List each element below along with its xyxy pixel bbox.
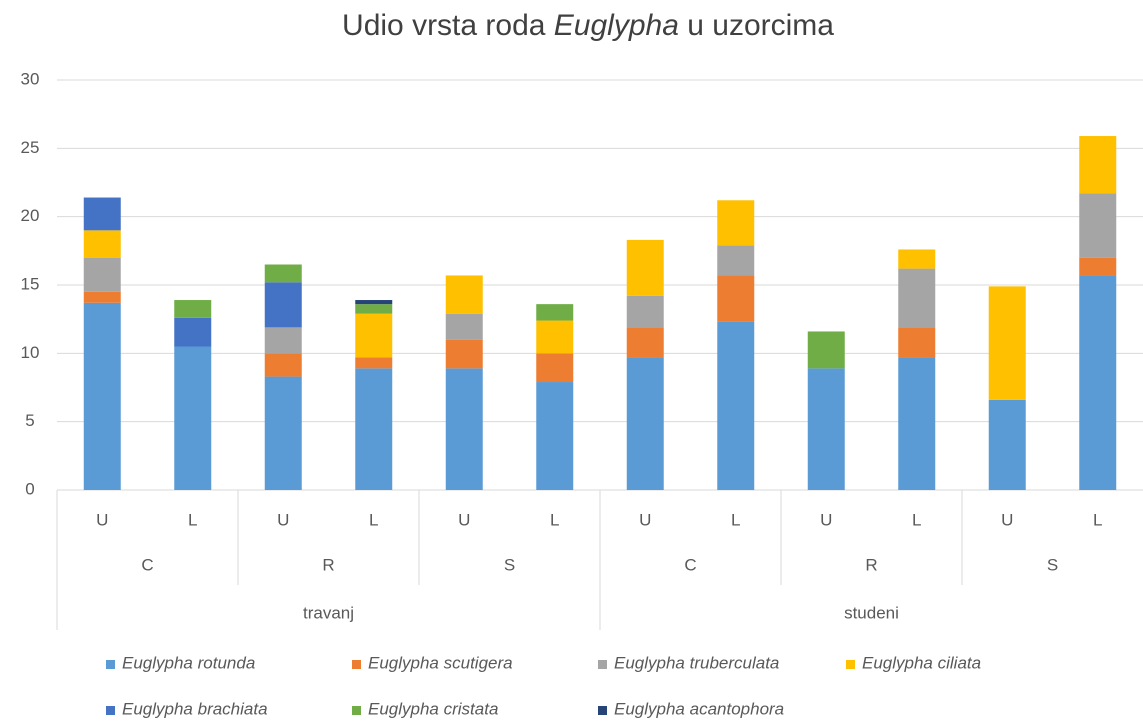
bar-segment [626, 327, 664, 358]
bar-segment [626, 357, 664, 490]
legend-swatch [352, 660, 361, 669]
bar-segment [264, 376, 302, 490]
y-tick-label: 30 [21, 69, 40, 88]
legend-label: Euglypha acantophora [614, 699, 784, 718]
bar-segment [445, 313, 483, 340]
bar-segment [445, 339, 483, 369]
title-part: Euglypha [554, 9, 679, 42]
subgroup-label: S [1047, 555, 1058, 574]
bar-segment [1079, 257, 1117, 276]
chart-title: Udio vrsta roda Euglypha u uzorcima [342, 9, 834, 42]
bar-segment [898, 327, 936, 358]
bar-segment [898, 268, 936, 328]
bar-segment [717, 275, 755, 322]
y-tick-label: 15 [21, 274, 40, 293]
bar-segment [717, 245, 755, 276]
bar-segment [174, 317, 212, 347]
title-part: Udio vrsta roda [342, 9, 554, 42]
bar-segment [1079, 275, 1117, 490]
bar-segment [988, 399, 1026, 490]
legend-swatch [106, 660, 115, 669]
bar-segment [626, 295, 664, 328]
bar-segment [355, 368, 393, 490]
x-tick-label: L [369, 510, 378, 529]
group-label: studeni [844, 603, 899, 622]
subgroup-label: C [141, 555, 153, 574]
bar-segment [445, 368, 483, 490]
legend-label: Euglypha rotunda [122, 653, 255, 672]
bar-segment [898, 357, 936, 490]
bar-segment [807, 368, 845, 490]
legend-swatch [598, 660, 607, 669]
y-tick-label: 0 [25, 479, 34, 498]
x-tick-label: U [639, 510, 651, 529]
x-tick-label: L [731, 510, 740, 529]
bar-segment [807, 331, 845, 369]
legend-swatch [352, 706, 361, 715]
x-tick-label: L [188, 510, 197, 529]
subgroup-label: S [504, 555, 515, 574]
bar-segment [626, 239, 664, 296]
legend-label: Euglypha brachiata [122, 699, 268, 718]
y-tick-label: 25 [21, 138, 40, 157]
bar-segment [83, 230, 121, 258]
bar-segment [264, 327, 302, 354]
bar-segment [355, 357, 393, 369]
legend-label: Euglypha scutigera [368, 653, 513, 672]
bar-segment [264, 353, 302, 377]
x-tick-label: L [1093, 510, 1102, 529]
bar-segment [536, 304, 574, 321]
bar-segment [536, 382, 574, 490]
bar-segment [83, 291, 121, 303]
bar-segment [355, 313, 393, 358]
bar-segment [988, 286, 1026, 400]
bar-segment [83, 257, 121, 292]
bar-segment [1079, 193, 1117, 258]
title-part: u uzorcima [679, 9, 834, 42]
legend-swatch [846, 660, 855, 669]
bar-segment [445, 275, 483, 314]
legend-swatch [598, 706, 607, 715]
bar-segment [717, 200, 755, 246]
bar-segment [174, 300, 212, 318]
bar-segment [83, 302, 121, 490]
x-tick-label: U [1001, 510, 1013, 529]
x-tick-label: L [912, 510, 921, 529]
legend-label: Euglypha truberculata [614, 653, 779, 672]
x-tick-label: U [96, 510, 108, 529]
bar-segment [717, 321, 755, 490]
x-tick-label: U [820, 510, 832, 529]
bar-segment [264, 282, 302, 328]
legend-label: Euglypha cristata [368, 699, 498, 718]
legend-label: Euglypha ciliata [862, 653, 981, 672]
bar-segment [1079, 136, 1117, 194]
x-tick-label: U [458, 510, 470, 529]
bar-segment [174, 346, 212, 490]
x-tick-label: U [277, 510, 289, 529]
subgroup-label: C [684, 555, 696, 574]
subgroup-label: R [865, 555, 877, 574]
bar-segment [898, 249, 936, 269]
bar-segment [536, 353, 574, 383]
y-tick-label: 10 [21, 343, 40, 362]
y-tick-label: 5 [25, 411, 34, 430]
bar-segment [83, 197, 121, 231]
subgroup-label: R [322, 555, 334, 574]
group-label: travanj [303, 603, 354, 622]
bar-segment [264, 264, 302, 283]
y-tick-label: 20 [21, 206, 40, 225]
bar-segment [355, 300, 393, 305]
bar-segment [536, 320, 574, 354]
legend-swatch [106, 706, 115, 715]
x-tick-label: L [550, 510, 559, 529]
bar-segment [355, 304, 393, 314]
